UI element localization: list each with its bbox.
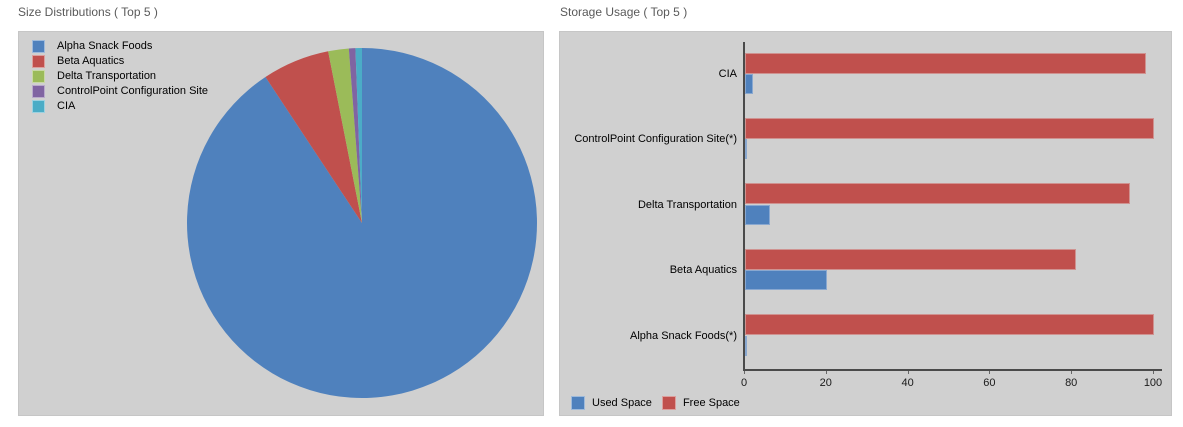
x-axis-tick bbox=[825, 371, 827, 374]
x-axis-tick-label: 80 bbox=[1065, 377, 1078, 389]
pie-legend-label: Alpha Snack Foods bbox=[57, 40, 153, 52]
pie-legend-label: ControlPoint Configuration Site bbox=[57, 85, 209, 97]
bar-used-space bbox=[745, 335, 747, 356]
pie-slice-2 bbox=[265, 51, 362, 223]
bar-used-space bbox=[745, 74, 754, 94]
x-axis-tick-label: 100 bbox=[1143, 377, 1163, 389]
bar-used-space bbox=[745, 139, 747, 160]
pie-legend-item: Beta Aquatics bbox=[32, 54, 208, 68]
x-axis-tick bbox=[907, 371, 909, 374]
x-axis-tick-label: 0 bbox=[740, 377, 748, 389]
pie-legend-item: CIA bbox=[32, 99, 208, 113]
bar-legend-label: Used Space bbox=[592, 397, 652, 409]
pie-slice-1 bbox=[187, 48, 538, 398]
pie-slice-5 bbox=[355, 47, 362, 223]
x-axis-tick-label: 60 bbox=[983, 377, 996, 389]
bar-free-space bbox=[745, 314, 1154, 336]
category-label: Delta Transportation bbox=[637, 198, 737, 211]
legend-swatch-icon bbox=[32, 70, 45, 83]
bar-legend: Used Space Free Space bbox=[571, 396, 750, 410]
pie-slice-3 bbox=[328, 48, 362, 223]
pie-chart-panel: Alpha Snack Foods Beta Aquatics Delta Tran… bbox=[18, 31, 544, 416]
pie-legend-item: Delta Transportation bbox=[32, 69, 208, 83]
bar-legend-item: Used Space bbox=[571, 396, 652, 410]
bar-used-space bbox=[745, 204, 770, 225]
bar-free-space bbox=[745, 52, 1146, 74]
x-axis-tick-label: 20 bbox=[819, 377, 832, 389]
bar-free-space bbox=[745, 117, 1154, 139]
pie-chart-title: Size Distributions ( Top 5 ) bbox=[18, 5, 158, 19]
x-axis-tick bbox=[1153, 371, 1154, 374]
x-axis-tick bbox=[989, 371, 991, 374]
category-label: Beta Aquatics bbox=[669, 264, 737, 277]
x-axis-tick bbox=[1071, 371, 1073, 374]
category-label: CIA bbox=[718, 68, 737, 80]
bar-chart-title: Storage Usage ( Top 5 ) bbox=[560, 5, 688, 19]
category-label: Alpha Snack Foods(*) bbox=[630, 329, 737, 342]
bar-legend-label: Free Space bbox=[682, 397, 740, 409]
bar-chart-panel: CIA ControlPoint Configuration Site(*) Del… bbox=[559, 31, 1172, 416]
pie-chart bbox=[187, 47, 538, 398]
pie-legend-label: CIA bbox=[57, 100, 76, 112]
pie-legend: Alpha Snack Foods Beta Aquatics Delta Tran… bbox=[32, 39, 208, 114]
category-label: ControlPoint Configuration Site(*) bbox=[574, 133, 737, 146]
pie-legend-label: Beta Aquatics bbox=[57, 55, 125, 67]
pie-legend-label: Delta Transportation bbox=[57, 70, 157, 82]
y-axis-line bbox=[743, 42, 745, 371]
legend-swatch-icon bbox=[32, 55, 45, 68]
legend-swatch-icon bbox=[571, 396, 585, 410]
x-axis-tick bbox=[744, 371, 745, 374]
pie-legend-item: ControlPoint Configuration Site bbox=[32, 84, 208, 98]
x-axis-tick-label: 40 bbox=[901, 377, 914, 389]
bar-legend-item: Free Space bbox=[661, 396, 740, 410]
bar-free-space bbox=[745, 183, 1130, 205]
legend-swatch-icon bbox=[661, 396, 676, 410]
bar-used-space bbox=[745, 270, 827, 291]
bar-free-space bbox=[745, 248, 1077, 270]
legend-swatch-icon bbox=[32, 85, 45, 98]
x-axis-line bbox=[743, 369, 1162, 371]
legend-swatch-icon bbox=[32, 100, 45, 113]
legend-swatch-icon bbox=[32, 40, 45, 53]
pie-legend-item: Alpha Snack Foods bbox=[32, 39, 208, 53]
pie-slice-4 bbox=[348, 48, 362, 224]
